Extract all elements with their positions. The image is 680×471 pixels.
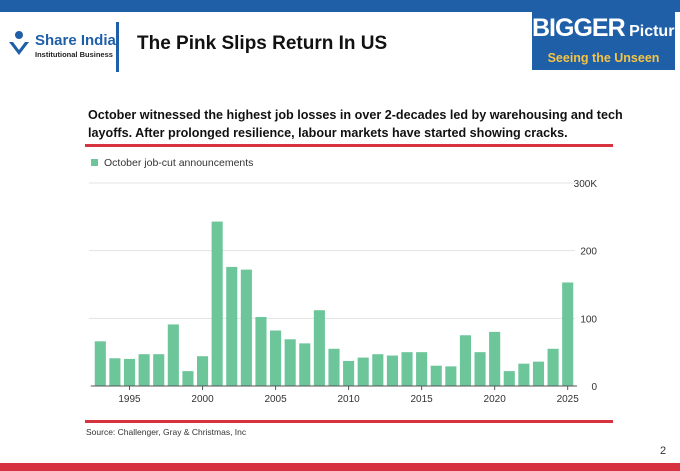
x-tick-label: 2005 [264, 394, 287, 405]
company-logo: Share India Institutional Business [6, 28, 118, 66]
bar-2021 [503, 371, 515, 386]
bar-2002 [226, 266, 238, 386]
x-tick-label: 2015 [411, 394, 434, 405]
bar-2022 [518, 363, 530, 386]
bar-1993 [94, 341, 106, 386]
bar-2000 [196, 356, 209, 386]
bar-1997 [153, 354, 165, 386]
bar-2010 [343, 360, 355, 386]
bar-1996 [138, 354, 150, 386]
bar-2025 [562, 282, 574, 386]
y-tick-label: 0 [591, 382, 597, 393]
x-tick-label: 2025 [557, 394, 580, 405]
header-divider [116, 22, 119, 72]
legend-swatch-icon [91, 159, 98, 166]
x-tick-label: 1995 [118, 394, 141, 405]
y-tick-label: 200 [580, 247, 597, 258]
bar-2023 [532, 361, 545, 386]
bar-2004 [255, 316, 267, 386]
bar-2016 [430, 365, 442, 386]
share-india-logo-icon [9, 31, 29, 55]
chart-legend: October job-cut announcements [91, 157, 253, 169]
bar-2018 [459, 335, 472, 386]
bar-1999 [182, 371, 194, 386]
bar-2024 [547, 348, 559, 386]
slide-subtitle: October witnessed the highest job losses… [88, 108, 623, 140]
bar-2019 [474, 352, 486, 386]
badge-title: BIGGER [532, 14, 626, 42]
bar-1998 [167, 324, 179, 386]
x-tick-label: 2000 [191, 394, 214, 405]
logo-subtitle: Institutional Business [35, 50, 113, 59]
bar-2003 [240, 269, 252, 386]
top-accent-bar [0, 0, 680, 12]
bar-2009 [328, 348, 340, 386]
bar-2007 [299, 343, 311, 386]
bar-2011 [357, 357, 369, 386]
bar-1995 [123, 358, 136, 386]
bigger-picture-badge: BIGGER Picture Seeing the Unseen [532, 12, 680, 70]
x-tick-label: 2010 [337, 394, 360, 405]
logo-name: Share India [35, 32, 116, 49]
page-number: 2 [660, 445, 667, 457]
bar-2001 [211, 221, 223, 386]
bar-2005 [270, 330, 282, 386]
bar-2020 [489, 331, 501, 386]
top-divider [85, 144, 613, 147]
bar-2017 [445, 366, 457, 386]
bar-2014 [401, 352, 413, 386]
page-title: The Pink Slips Return In US [137, 33, 388, 54]
chart-bars [94, 221, 574, 386]
y-tick-label: 100 [580, 314, 597, 325]
y-tick-label: 300K [574, 179, 598, 190]
badge-tagline: Seeing the Unseen [547, 51, 660, 65]
bar-2012 [372, 354, 384, 386]
x-tick-label: 2020 [484, 394, 507, 405]
bottom-accent-bar [0, 463, 680, 471]
bottom-divider [85, 420, 613, 423]
chart-axis: 0 100 200 300K 1995 2000 2005 2010 2015 2020 2025 [91, 179, 597, 405]
badge-picture: Picture [629, 23, 680, 40]
bar-2015 [416, 352, 428, 386]
source-note: Source: Challenger, Gray & Christmas, In… [86, 427, 247, 437]
bar-2013 [386, 355, 398, 386]
bar-2008 [313, 310, 325, 386]
bar-1994 [109, 358, 121, 386]
bar-2006 [284, 339, 296, 386]
legend-label: October job-cut announcements [104, 157, 253, 169]
